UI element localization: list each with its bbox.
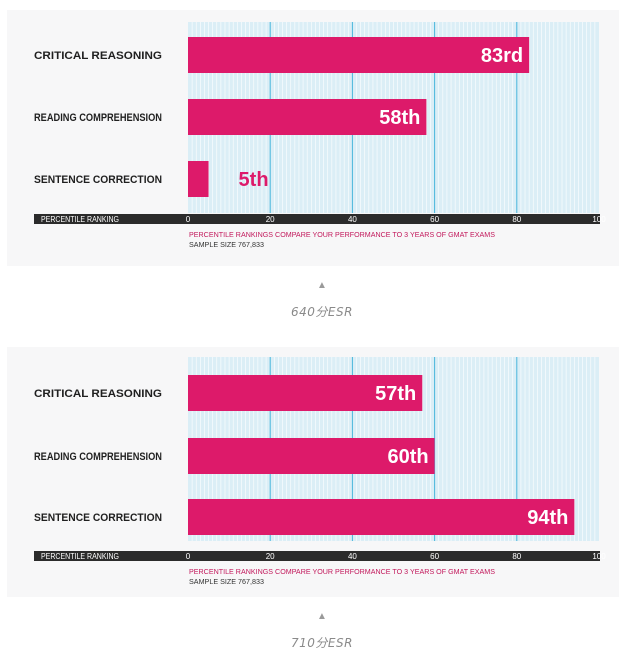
caption-arrow-icon: ▲	[317, 280, 327, 291]
category-label: READING COMPREHENSION	[34, 451, 162, 463]
x-tick-label: 20	[266, 215, 275, 224]
x-tick-label: 0	[186, 552, 191, 561]
x-tick-label: 40	[348, 215, 357, 224]
category-label: SENTENCE CORRECTION	[34, 512, 162, 524]
chart-640-esr: CRITICAL REASONING 83rd READING COMPREHENS…	[34, 22, 606, 249]
category-label: CRITICAL REASONING	[34, 50, 162, 62]
x-axis-label: PERCENTILE RANKING	[41, 552, 119, 561]
x-tick-label: 80	[512, 215, 521, 224]
x-tick-label: 100	[592, 552, 606, 561]
axis-band	[34, 551, 600, 561]
chart-panel-640: CRITICAL REASONING 83rd READING COMPREHENS…	[7, 10, 619, 266]
sample-size: SAMPLE SIZE 767,833	[189, 242, 264, 249]
x-axis-label: PERCENTILE RANKING	[41, 215, 119, 224]
bar	[188, 37, 530, 73]
bar-value-label: 5th	[239, 169, 269, 191]
x-tick-label: 100	[592, 215, 606, 224]
bar-value-label: 58th	[379, 107, 420, 129]
x-tick-label: 40	[348, 552, 357, 561]
x-tick-label: 20	[266, 552, 275, 561]
chart-710-esr: CRITICAL REASONING 57th READING COMPREHENS…	[34, 357, 606, 586]
category-label: SENTENCE CORRECTION	[34, 174, 162, 186]
bar-value-label: 94th	[527, 507, 568, 529]
bar	[188, 438, 435, 474]
category-label: CRITICAL REASONING	[34, 388, 162, 400]
percentile-note: PERCENTILE RANKINGS COMPARE YOUR PERFORM…	[189, 232, 495, 239]
bar	[188, 375, 423, 411]
bar	[188, 161, 209, 197]
sample-size: SAMPLE SIZE 767,833	[189, 579, 264, 586]
bar	[188, 99, 427, 135]
bar-value-label: 83rd	[481, 45, 523, 67]
chart-panel-710: CRITICAL REASONING 57th READING COMPREHENS…	[7, 347, 619, 597]
caption-640-esr: 640分ESR	[291, 305, 353, 319]
x-tick-label: 60	[430, 552, 439, 561]
caption-arrow-icon: ▲	[317, 611, 327, 622]
category-label: READING COMPREHENSION	[34, 112, 162, 124]
percentile-note: PERCENTILE RANKINGS COMPARE YOUR PERFORM…	[189, 569, 495, 576]
axis-band	[34, 214, 600, 224]
caption-710-esr: 710分ESR	[291, 636, 353, 650]
x-tick-label: 80	[512, 552, 521, 561]
bar	[188, 499, 575, 535]
x-tick-label: 60	[430, 215, 439, 224]
x-tick-label: 0	[186, 215, 191, 224]
bar-value-label: 57th	[375, 383, 416, 405]
bar-value-label: 60th	[387, 446, 428, 468]
